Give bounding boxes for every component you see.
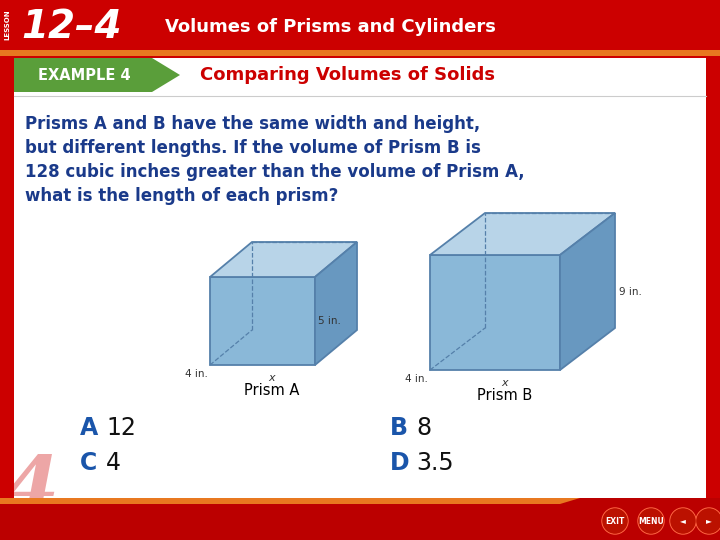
Text: ◄: ◄ (680, 516, 686, 525)
Text: 128 cubic inches greater than the volume of Prism A,: 128 cubic inches greater than the volume… (25, 163, 525, 181)
Bar (14, 58, 706, 520)
FancyBboxPatch shape (14, 58, 152, 92)
Text: EXIT: EXIT (606, 516, 625, 525)
Circle shape (696, 508, 720, 534)
Bar (0, 504, 720, 540)
Polygon shape (152, 58, 180, 92)
Circle shape (603, 509, 627, 533)
Polygon shape (430, 255, 560, 370)
Text: EXAMPLE 4: EXAMPLE 4 (37, 68, 130, 83)
Text: x: x (502, 378, 508, 388)
Text: Prism B: Prism B (477, 388, 533, 403)
Circle shape (602, 508, 628, 534)
Bar (0, 50, 720, 56)
Text: 5 in.: 5 in. (318, 316, 341, 326)
Text: MENU: MENU (638, 516, 664, 525)
Text: what is the length of each prism?: what is the length of each prism? (25, 187, 338, 205)
Text: 12–4: 12–4 (22, 8, 122, 46)
Text: LESSON: LESSON (4, 10, 10, 40)
Polygon shape (210, 277, 315, 365)
Text: 8: 8 (416, 416, 431, 440)
Text: 3.5: 3.5 (416, 451, 454, 475)
Circle shape (670, 508, 696, 534)
Text: 12: 12 (106, 416, 136, 440)
Text: 4 in.: 4 in. (185, 369, 208, 379)
Circle shape (638, 508, 664, 534)
Text: Volumes of Prisms and Cylinders: Volumes of Prisms and Cylinders (165, 18, 496, 36)
Text: ►: ► (706, 516, 712, 525)
Text: Prisms A and B have the same width and height,: Prisms A and B have the same width and h… (25, 115, 480, 133)
Text: 4: 4 (6, 453, 58, 527)
Text: 9 in.: 9 in. (619, 287, 642, 297)
Text: D: D (390, 451, 410, 475)
Circle shape (639, 509, 663, 533)
Text: Prism A: Prism A (244, 383, 300, 398)
Bar (0, 0, 720, 50)
Text: 4 in.: 4 in. (405, 374, 428, 384)
Bar (0, 498, 720, 504)
Text: C: C (80, 451, 97, 475)
Polygon shape (210, 242, 357, 277)
Circle shape (671, 509, 695, 533)
Text: but different lengths. If the volume of Prism B is: but different lengths. If the volume of … (25, 139, 481, 157)
Polygon shape (560, 213, 615, 370)
Polygon shape (430, 213, 615, 255)
Text: A: A (80, 416, 98, 440)
Text: x: x (269, 373, 275, 383)
Polygon shape (560, 498, 720, 504)
Text: Comparing Volumes of Solids: Comparing Volumes of Solids (200, 66, 495, 84)
Circle shape (697, 509, 720, 533)
Text: 4: 4 (106, 451, 121, 475)
Text: B: B (390, 416, 408, 440)
Polygon shape (315, 242, 357, 365)
